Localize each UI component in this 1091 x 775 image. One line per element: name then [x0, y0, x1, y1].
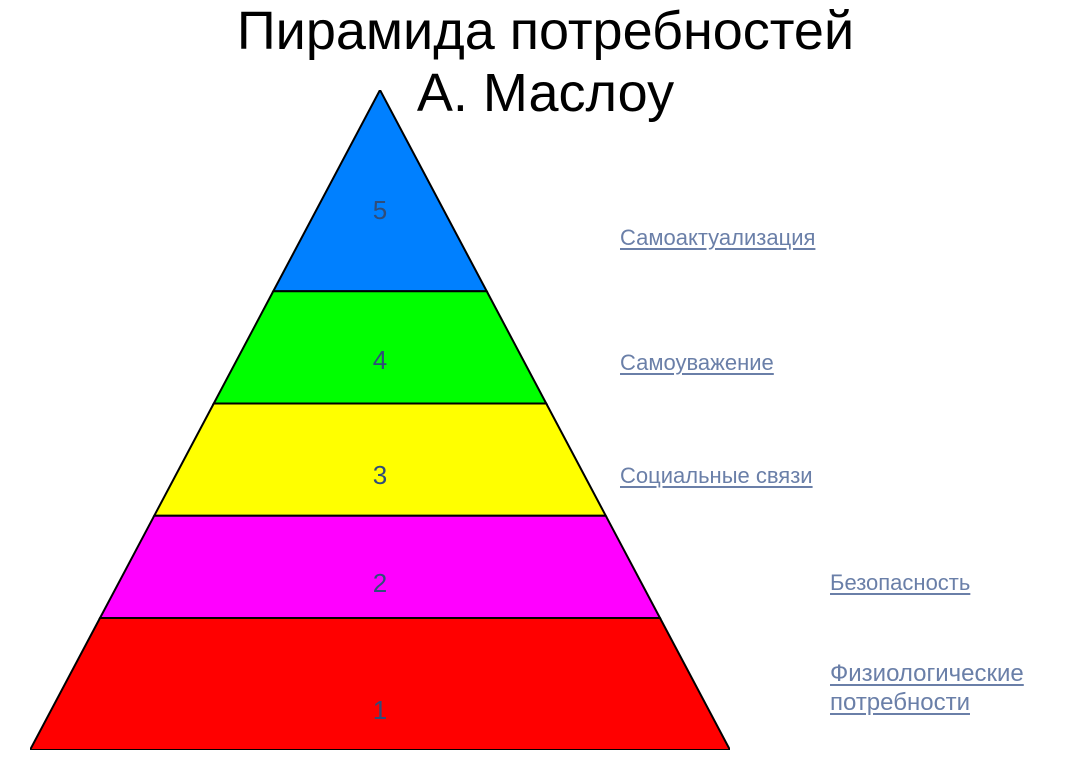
- label-level-5[interactable]: Самоактуализация: [620, 225, 815, 251]
- label-level-3[interactable]: Социальные связи: [620, 463, 813, 489]
- label-level-2[interactable]: Безопасность: [830, 570, 970, 596]
- maslow-pyramid: 5 4 3 2 1: [30, 90, 730, 750]
- level-number-2: 2: [30, 568, 730, 599]
- title-line-1: Пирамида потребностей: [237, 1, 854, 61]
- level-number-5: 5: [30, 195, 730, 226]
- title-line-2: А. Маслоу: [417, 63, 674, 123]
- label-level-4[interactable]: Самоуважение: [620, 350, 774, 376]
- label-level-1[interactable]: Физиологическиепотребности: [830, 660, 1024, 718]
- page-title: Пирамида потребностей А. Маслоу: [0, 0, 1091, 124]
- pyramid-shape: [30, 90, 730, 750]
- level-number-1: 1: [30, 695, 730, 726]
